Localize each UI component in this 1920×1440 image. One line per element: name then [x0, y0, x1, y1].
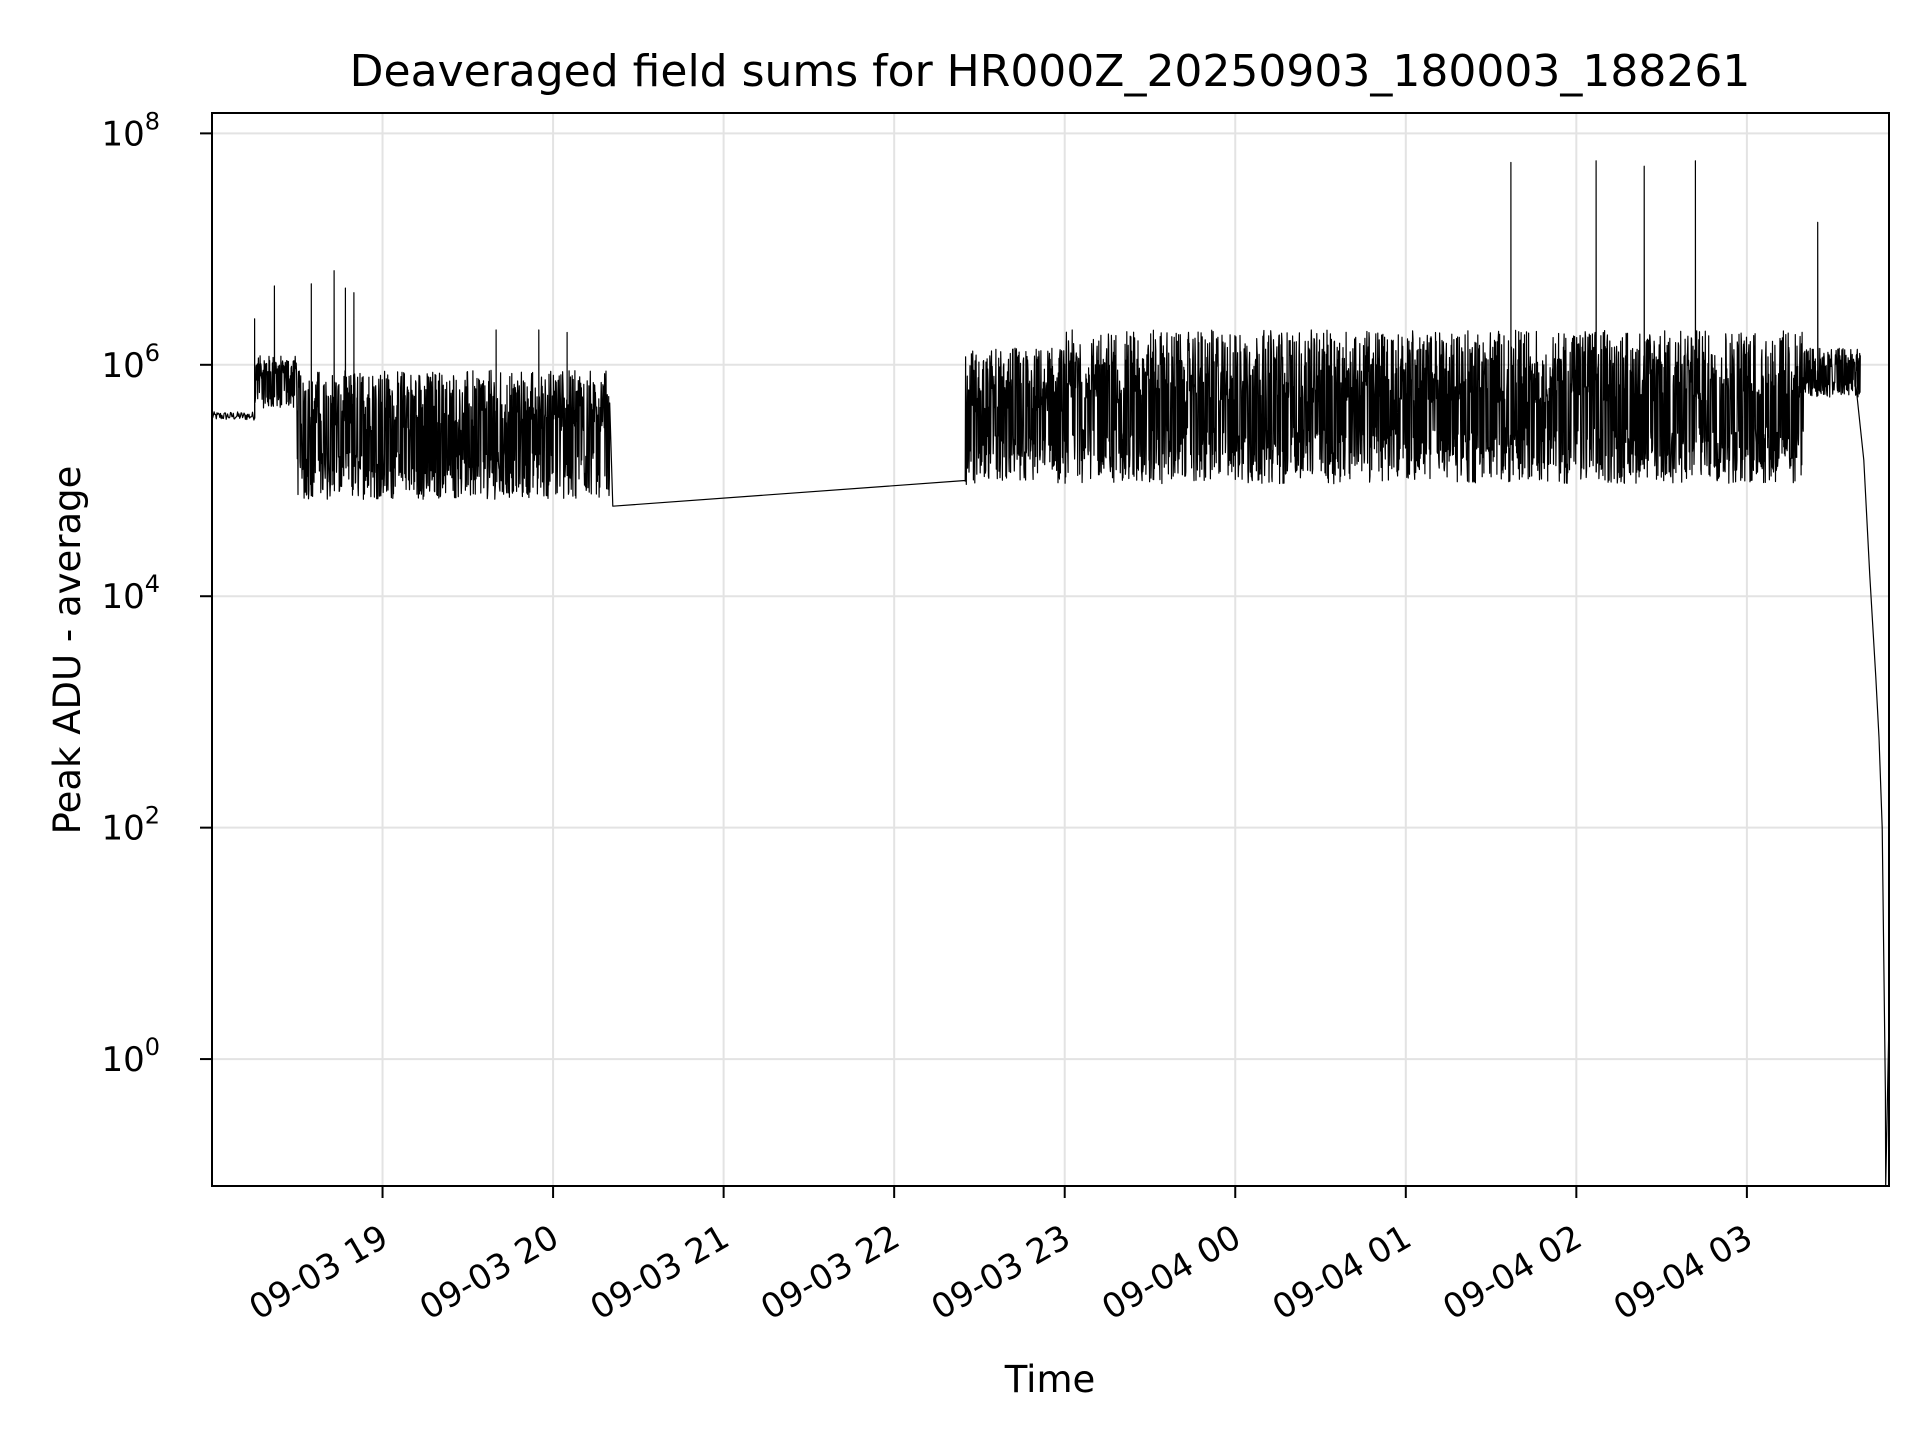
y-tick-label: 108 — [101, 107, 160, 154]
x-tick-label: 09-03 23 — [925, 1217, 1077, 1328]
y-axis-label: Peak ADU - average — [46, 466, 89, 835]
x-tick-label: 09-03 19 — [243, 1217, 395, 1328]
y-tick-label: 104 — [101, 570, 160, 617]
series-line — [211, 160, 1890, 1187]
x-tick-label: 09-04 02 — [1436, 1217, 1588, 1328]
x-tick-label: 09-03 21 — [584, 1217, 736, 1328]
x-tick-label: 09-03 22 — [754, 1217, 906, 1328]
plot-frame — [211, 112, 1890, 1187]
grid — [212, 113, 1889, 1186]
x-tick-label: 09-04 01 — [1266, 1217, 1418, 1328]
y-tick-label: 102 — [101, 802, 160, 849]
x-axis-label: Time — [1004, 1358, 1096, 1401]
chart-title: Deaveraged field sums for HR000Z_2025090… — [350, 46, 1751, 97]
x-tick-label: 09-04 00 — [1095, 1217, 1247, 1328]
y-tick-label: 100 — [101, 1033, 160, 1080]
x-tick-label: 09-03 20 — [413, 1217, 565, 1328]
x-tick-label: 09-04 03 — [1607, 1217, 1759, 1328]
y-tick-label: 106 — [101, 339, 160, 386]
